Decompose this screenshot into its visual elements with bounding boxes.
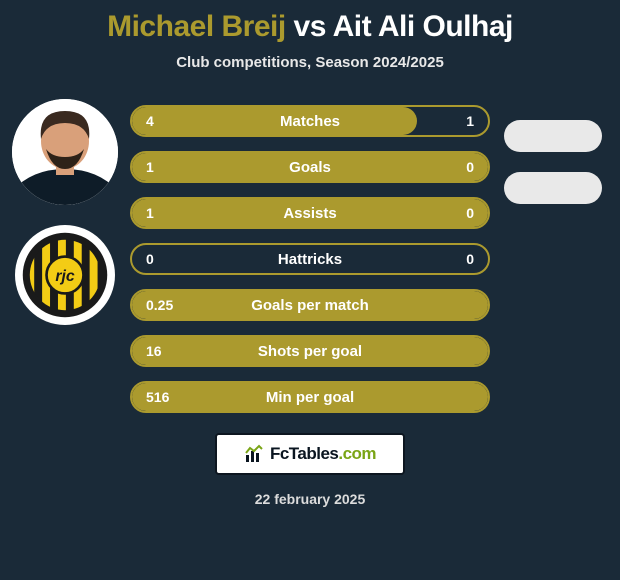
stat-row: 516 Min per goal: [130, 381, 490, 413]
stat-right-value: 0: [466, 251, 474, 267]
stat-right-value: 0: [466, 205, 474, 221]
stat-left-value: 16: [146, 343, 162, 359]
stat-left-value: 1: [146, 205, 154, 221]
stat-label: Matches: [280, 113, 340, 130]
avatar-icon: [12, 99, 118, 205]
comparison-pill: [504, 120, 602, 152]
stat-label: Goals: [289, 159, 331, 176]
page-title: Michael Breij vs Ait Ali Oulhaj: [0, 10, 620, 44]
club-badge: rjc: [15, 225, 115, 325]
player1-name: Michael Breij: [107, 10, 286, 43]
footer: FcTables.com 22 february 2025: [0, 433, 620, 507]
branding-badge: FcTables.com: [215, 433, 405, 475]
stat-left-value: 0.25: [146, 297, 173, 313]
stat-row: 16 Shots per goal: [130, 335, 490, 367]
stat-row: 1 Assists 0: [130, 197, 490, 229]
branding-text: FcTables.com: [270, 444, 376, 464]
pill-column: [504, 120, 602, 204]
stat-label: Assists: [283, 205, 336, 222]
subtitle: Club competitions, Season 2024/2025: [0, 54, 620, 71]
stat-fill: [132, 107, 417, 135]
club-badge-icon: rjc: [21, 231, 109, 319]
stats-column: 4 Matches 1 1 Goals 0 1 Assists 0 0 Hattricks 0 0.25…: [130, 99, 490, 413]
stat-row: 0 Hattricks 0: [130, 243, 490, 275]
stat-label: Min per goal: [266, 389, 354, 406]
stat-left-value: 1: [146, 159, 154, 175]
stat-left-value: 0: [146, 251, 154, 267]
stat-row: 0.25 Goals per match: [130, 289, 490, 321]
comparison-pill: [504, 172, 602, 204]
left-column: rjc: [0, 99, 130, 325]
stat-label: Shots per goal: [258, 343, 362, 360]
stat-left-value: 4: [146, 113, 154, 129]
stat-right-value: 0: [466, 159, 474, 175]
branding-prefix: FcTables: [270, 444, 338, 463]
chart-icon: [244, 444, 264, 464]
branding-suffix: .com: [338, 444, 376, 463]
stat-label: Goals per match: [251, 297, 369, 314]
date-text: 22 february 2025: [255, 491, 366, 507]
player2-name: Ait Ali Oulhaj: [333, 10, 513, 43]
svg-text:rjc: rjc: [55, 268, 75, 285]
stat-label: Hattricks: [278, 251, 342, 268]
player-avatar: [12, 99, 118, 205]
vs-text: vs: [294, 10, 326, 43]
stat-left-value: 516: [146, 389, 169, 405]
stat-row: 4 Matches 1: [130, 105, 490, 137]
stat-right-value: 1: [466, 113, 474, 129]
stat-row: 1 Goals 0: [130, 151, 490, 183]
